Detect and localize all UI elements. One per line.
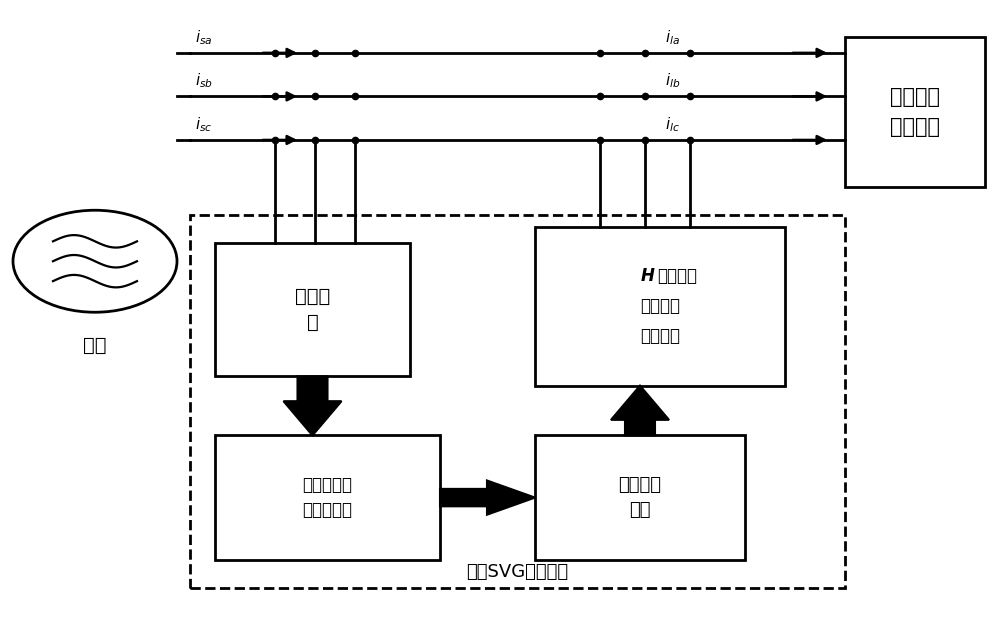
Text: $i_{lb}$: $i_{lb}$ bbox=[665, 72, 680, 90]
Text: 脉宽调制
电路: 脉宽调制 电路 bbox=[618, 476, 662, 519]
Bar bbox=[215, 243, 410, 376]
Text: 分相电流独
立控制电路: 分相电流独 立控制电路 bbox=[302, 476, 352, 519]
Bar bbox=[845, 37, 985, 187]
Text: 电网: 电网 bbox=[83, 336, 107, 355]
Text: $i_{sa}$: $i_{sa}$ bbox=[195, 28, 213, 47]
Text: 采样电
路: 采样电 路 bbox=[295, 287, 330, 332]
Bar bbox=[190, 215, 845, 588]
Text: 风机冷却
控制装置: 风机冷却 控制装置 bbox=[890, 87, 940, 137]
Text: 平逆变器: 平逆变器 bbox=[640, 327, 680, 345]
Text: $i_{sb}$: $i_{sb}$ bbox=[195, 72, 213, 90]
Polygon shape bbox=[611, 386, 669, 435]
Text: $i_{sc}$: $i_{sc}$ bbox=[195, 115, 213, 134]
Text: 型的多电: 型的多电 bbox=[640, 297, 680, 315]
Bar bbox=[215, 435, 440, 560]
Polygon shape bbox=[440, 480, 535, 515]
Bar bbox=[535, 435, 745, 560]
Text: H: H bbox=[641, 267, 655, 285]
Polygon shape bbox=[284, 376, 342, 435]
Text: $i_{lc}$: $i_{lc}$ bbox=[665, 115, 680, 134]
Text: 电桥多联: 电桥多联 bbox=[657, 267, 697, 285]
Text: 链式SVG控制装置: 链式SVG控制装置 bbox=[466, 564, 569, 581]
Text: $i_{la}$: $i_{la}$ bbox=[665, 28, 680, 47]
Bar bbox=[535, 227, 785, 386]
